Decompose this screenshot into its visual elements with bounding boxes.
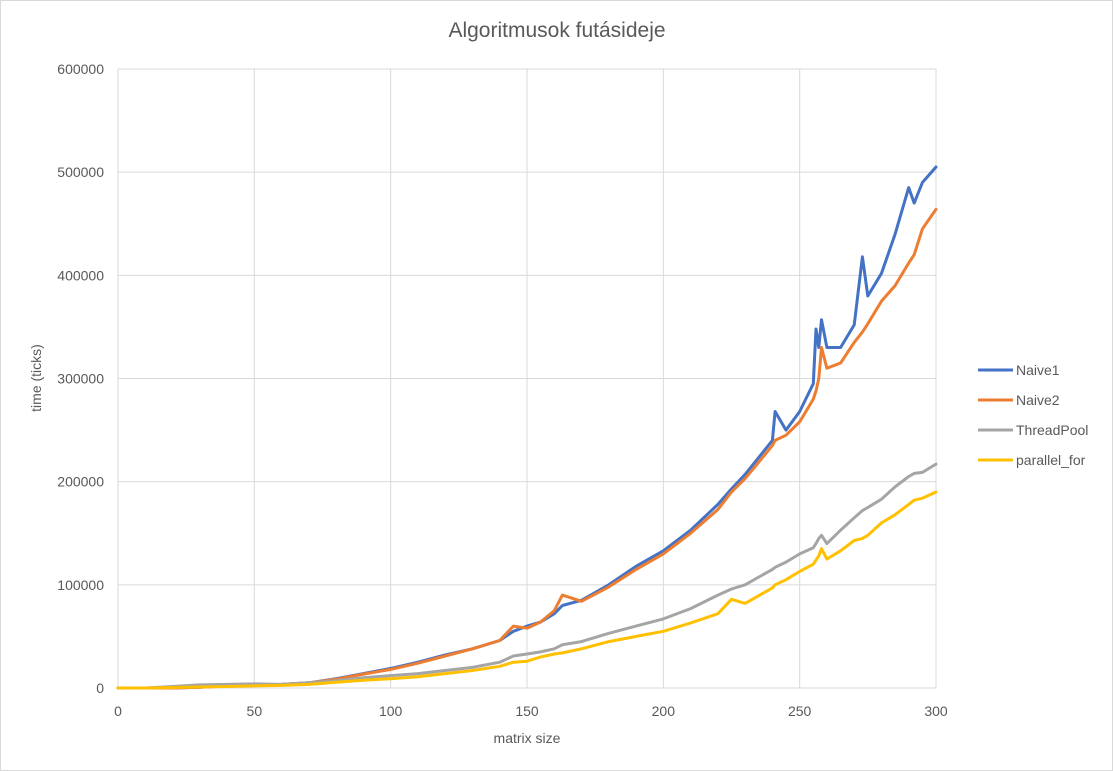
y-tick-label: 100000 xyxy=(57,577,104,593)
y-tick-label: 500000 xyxy=(57,164,104,180)
legend: Naive1 Naive2 ThreadPool parallel_for xyxy=(978,362,1088,468)
y-tick-label: 200000 xyxy=(57,474,104,490)
x-tick-label: 150 xyxy=(515,703,539,719)
x-tick-label: 250 xyxy=(788,703,812,719)
legend-label: Naive1 xyxy=(1016,362,1060,378)
y-axis-title: time (ticks) xyxy=(28,344,44,412)
legend-label: parallel_for xyxy=(1016,452,1086,468)
x-axis-title: matrix size xyxy=(494,730,561,746)
chart-title: Algoritmusok futásideje xyxy=(448,19,665,42)
x-tick-label: 200 xyxy=(652,703,676,719)
x-axis-tick-labels: 0 50 100 150 200 250 300 xyxy=(114,703,948,719)
x-tick-label: 100 xyxy=(379,703,403,719)
series-lines xyxy=(116,165,938,690)
gridlines xyxy=(117,68,937,689)
y-tick-label: 400000 xyxy=(57,267,104,283)
y-tick-label: 600000 xyxy=(57,61,104,77)
y-tick-label: 0 xyxy=(96,680,104,696)
legend-label: Naive2 xyxy=(1016,392,1060,408)
series-line-parallel-for xyxy=(116,490,938,690)
x-tick-label: 300 xyxy=(924,703,948,719)
x-tick-label: 50 xyxy=(247,703,263,719)
x-tick-label: 0 xyxy=(114,703,122,719)
legend-label: ThreadPool xyxy=(1016,422,1088,438)
series-line-threadpool xyxy=(116,462,938,690)
y-tick-label: 300000 xyxy=(57,371,104,387)
y-axis-tick-labels: 0 100000 200000 300000 400000 500000 600000 xyxy=(57,61,104,696)
